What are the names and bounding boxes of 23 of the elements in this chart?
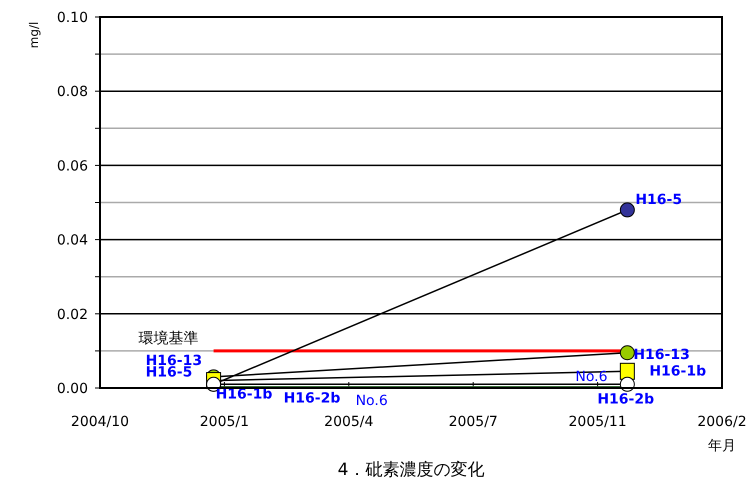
y-axis-title: mg/l	[27, 22, 41, 48]
y-tick-label: 0.02	[56, 306, 88, 323]
x-tick-label: 2005/7	[448, 414, 498, 430]
text: No.6	[356, 392, 388, 409]
series-label: No.6	[575, 368, 608, 385]
series-label: H16-5	[635, 192, 682, 208]
y-tick-label: 0.00	[56, 381, 88, 397]
y-tick-label: 0.04	[56, 232, 88, 249]
x-tick-label: 2005/4	[324, 414, 374, 430]
x-axis-title: 年月	[708, 438, 736, 454]
text: H16-1b	[649, 363, 706, 380]
x-tick-label: 2004/10	[70, 414, 130, 430]
text: H16-2b	[597, 391, 654, 408]
y-tick-label: 0.06	[56, 158, 88, 174]
x-tick-label: 2005/11	[568, 414, 627, 430]
series-label: H16-2b	[284, 390, 340, 406]
text: 4．砒素濃度の変化	[338, 460, 484, 480]
ref-line-label: 環境基準	[138, 328, 199, 347]
y-tick-label: 0.10	[56, 10, 88, 26]
series-label: H16-13	[633, 346, 690, 363]
x-tick-label: 2005/1	[200, 414, 250, 430]
x-tick-label: 2006/2	[697, 414, 747, 430]
y-tick-label: 0.08	[56, 84, 88, 100]
